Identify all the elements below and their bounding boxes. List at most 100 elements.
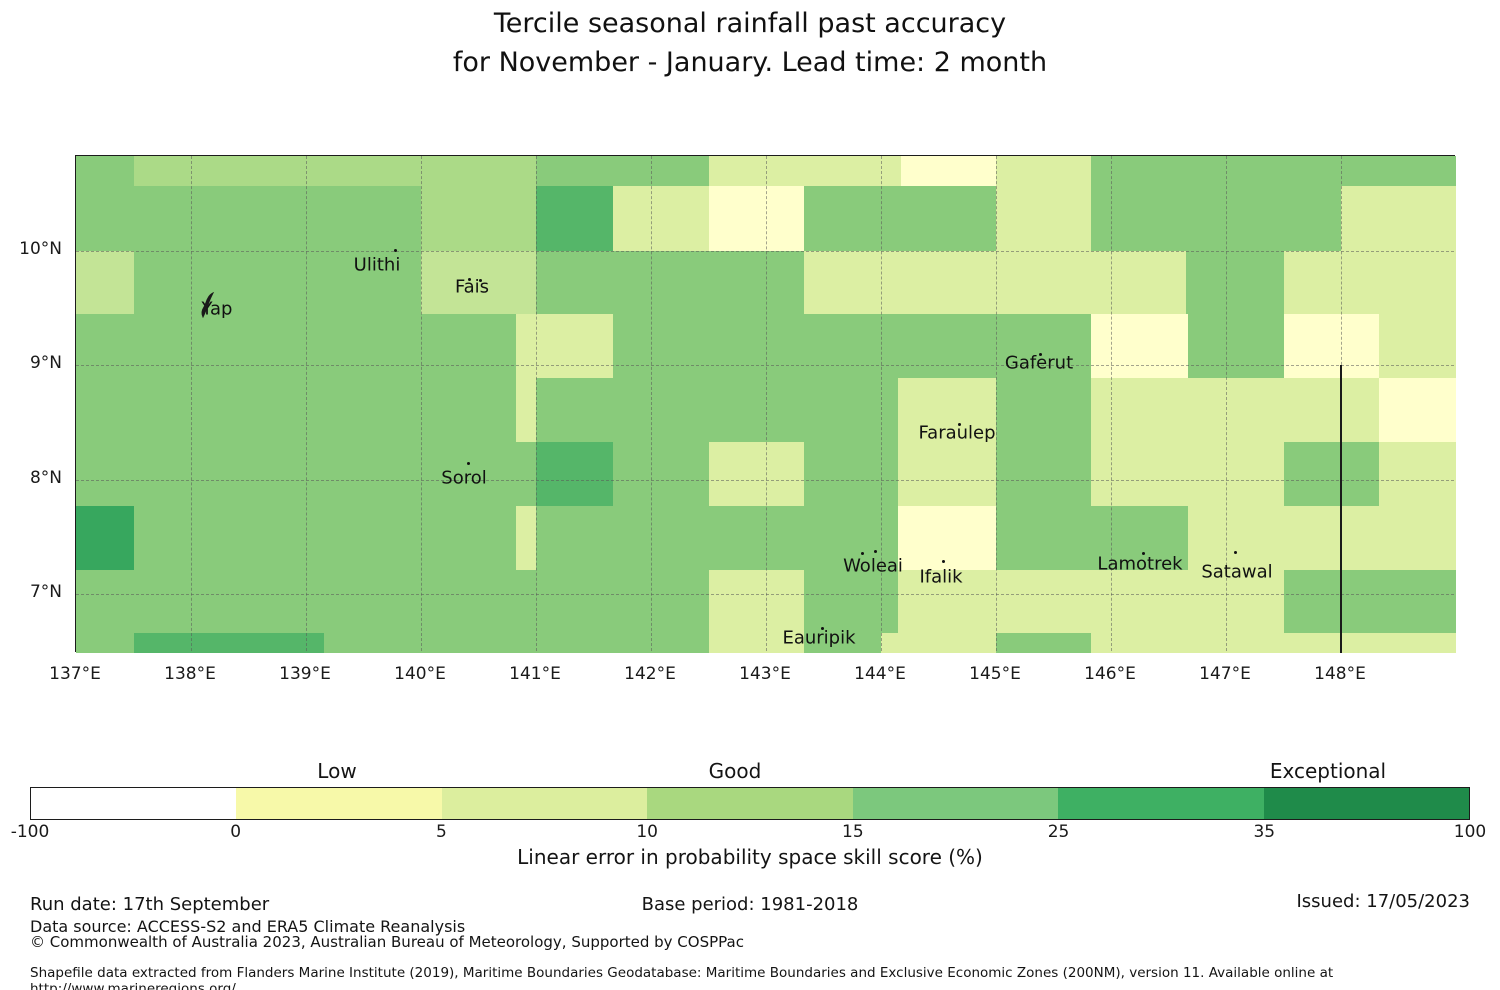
map-cell (421, 186, 536, 251)
map-cell (996, 156, 1091, 186)
y-tick-label: 8°N (29, 468, 62, 488)
chart-title-line1: Tercile seasonal rainfall past accuracy (493, 8, 1007, 39)
map-cell (1341, 186, 1456, 251)
island-label-yap: Yap (201, 298, 233, 320)
colorbar-segment (852, 788, 1059, 819)
map-cell (996, 633, 1091, 653)
footer-data-source: Data source: ACCESS-S2 and ERA5 Climate … (30, 917, 466, 936)
latitude-gridline (76, 480, 1454, 481)
map-cell (536, 506, 898, 570)
colorbar-segment (1058, 788, 1264, 819)
x-tick-label: 143°E (739, 664, 791, 684)
x-tick-label: 137°E (49, 664, 101, 684)
map-cell (804, 186, 996, 251)
longitude-gridline (766, 156, 767, 651)
map-cell (1186, 251, 1284, 314)
x-tick-label: 145°E (969, 664, 1021, 684)
island-label-gaferut: Gaferut (1004, 352, 1074, 374)
island-marker-dot (468, 278, 471, 281)
island-marker-dot (467, 462, 470, 465)
longitude-gridline (1111, 156, 1112, 651)
map-cell (898, 506, 996, 570)
map-cell (1284, 442, 1379, 506)
longitude-gridline (191, 156, 192, 651)
colorbar-tick-label: 15 (842, 822, 864, 842)
map-cell (516, 378, 536, 442)
island-label-faraulep: Faraulep (918, 422, 996, 444)
map-cell (1091, 378, 1379, 442)
map-cell (1188, 506, 1456, 570)
map-cell (536, 156, 709, 186)
map-cell (1188, 314, 1284, 378)
island-label-ulithi: Ulithi (353, 254, 401, 276)
map-cell (134, 633, 324, 653)
colorbar-tick-label: 10 (636, 822, 658, 842)
map-cell (1379, 314, 1456, 378)
map-cell (536, 442, 613, 506)
map-cell (898, 378, 996, 442)
map-cell (613, 186, 709, 251)
map-cell (804, 570, 898, 633)
longitude-gridline (996, 156, 997, 651)
x-tick-label: 139°E (279, 664, 331, 684)
map-cell (1091, 156, 1456, 186)
map-cell (1284, 314, 1379, 378)
x-tick-label: 147°E (1199, 664, 1251, 684)
footer-run-date: Run date: 17th September (30, 894, 270, 915)
x-tick-label: 142°E (624, 664, 676, 684)
island-marker-dot (874, 550, 877, 553)
map-cell (613, 314, 1091, 378)
map-cell (804, 442, 898, 506)
map-cell (76, 378, 516, 442)
map-cell (1284, 570, 1456, 633)
map-cell (709, 570, 804, 633)
island-marker-dot (1039, 353, 1042, 356)
colorbar-quality-label-good: Good (708, 759, 762, 783)
longitude-gridline (651, 156, 652, 651)
colorbar-segment (441, 788, 648, 819)
colorbar (30, 787, 1470, 820)
colorbar-quality-label-exceptional: Exceptional (1269, 759, 1387, 783)
map-cell (536, 251, 804, 314)
footer-copyright: © Commonwealth of Australia 2023, Austra… (30, 933, 744, 951)
chart-title-line2: for November - January. Lead time: 2 mon… (452, 47, 1048, 78)
x-tick-label: 144°E (854, 664, 906, 684)
map-cell (881, 633, 996, 653)
island-marker-dot (958, 423, 961, 426)
map-cell (996, 378, 1091, 442)
island-marker-dot (942, 560, 945, 563)
island-marker-dot (1142, 552, 1145, 555)
map-cell (76, 570, 709, 633)
longitude-gridline (881, 156, 882, 651)
longitude-gridline (1226, 156, 1227, 651)
colorbar-quality-label-low: Low (317, 759, 357, 783)
footer-shapefile-note: Shapefile data extracted from Flanders M… (30, 965, 1334, 990)
y-tick-label: 9°N (29, 353, 62, 373)
map-cell (76, 251, 134, 314)
map-cell (134, 251, 421, 314)
colorbar-tick-label: -100 (10, 822, 50, 842)
map-cell (1284, 251, 1456, 314)
map-cell (1091, 186, 1341, 251)
map-cell (324, 633, 709, 653)
y-tick-label: 10°N (19, 239, 62, 259)
x-tick-label: 148°E (1314, 664, 1366, 684)
map-cell (1091, 442, 1284, 506)
map-cell (996, 186, 1091, 251)
map-cell (76, 314, 516, 378)
colorbar-tick-label: 5 (436, 822, 447, 842)
colorbar-segment (31, 788, 237, 819)
map-cell (1379, 442, 1456, 506)
map-cell (901, 156, 996, 186)
x-tick-label: 141°E (509, 664, 561, 684)
map-cell (76, 186, 421, 251)
map-cell (76, 506, 134, 570)
latitude-gridline (76, 365, 1454, 366)
colorbar-tick-label: 25 (1047, 822, 1070, 842)
x-tick-label: 138°E (164, 664, 216, 684)
island-marker-dot (821, 627, 824, 630)
map-cell (134, 156, 536, 186)
chart-title: Tercile seasonal rainfall past accuracy … (0, 4, 1500, 82)
colorbar-segment (647, 788, 853, 819)
